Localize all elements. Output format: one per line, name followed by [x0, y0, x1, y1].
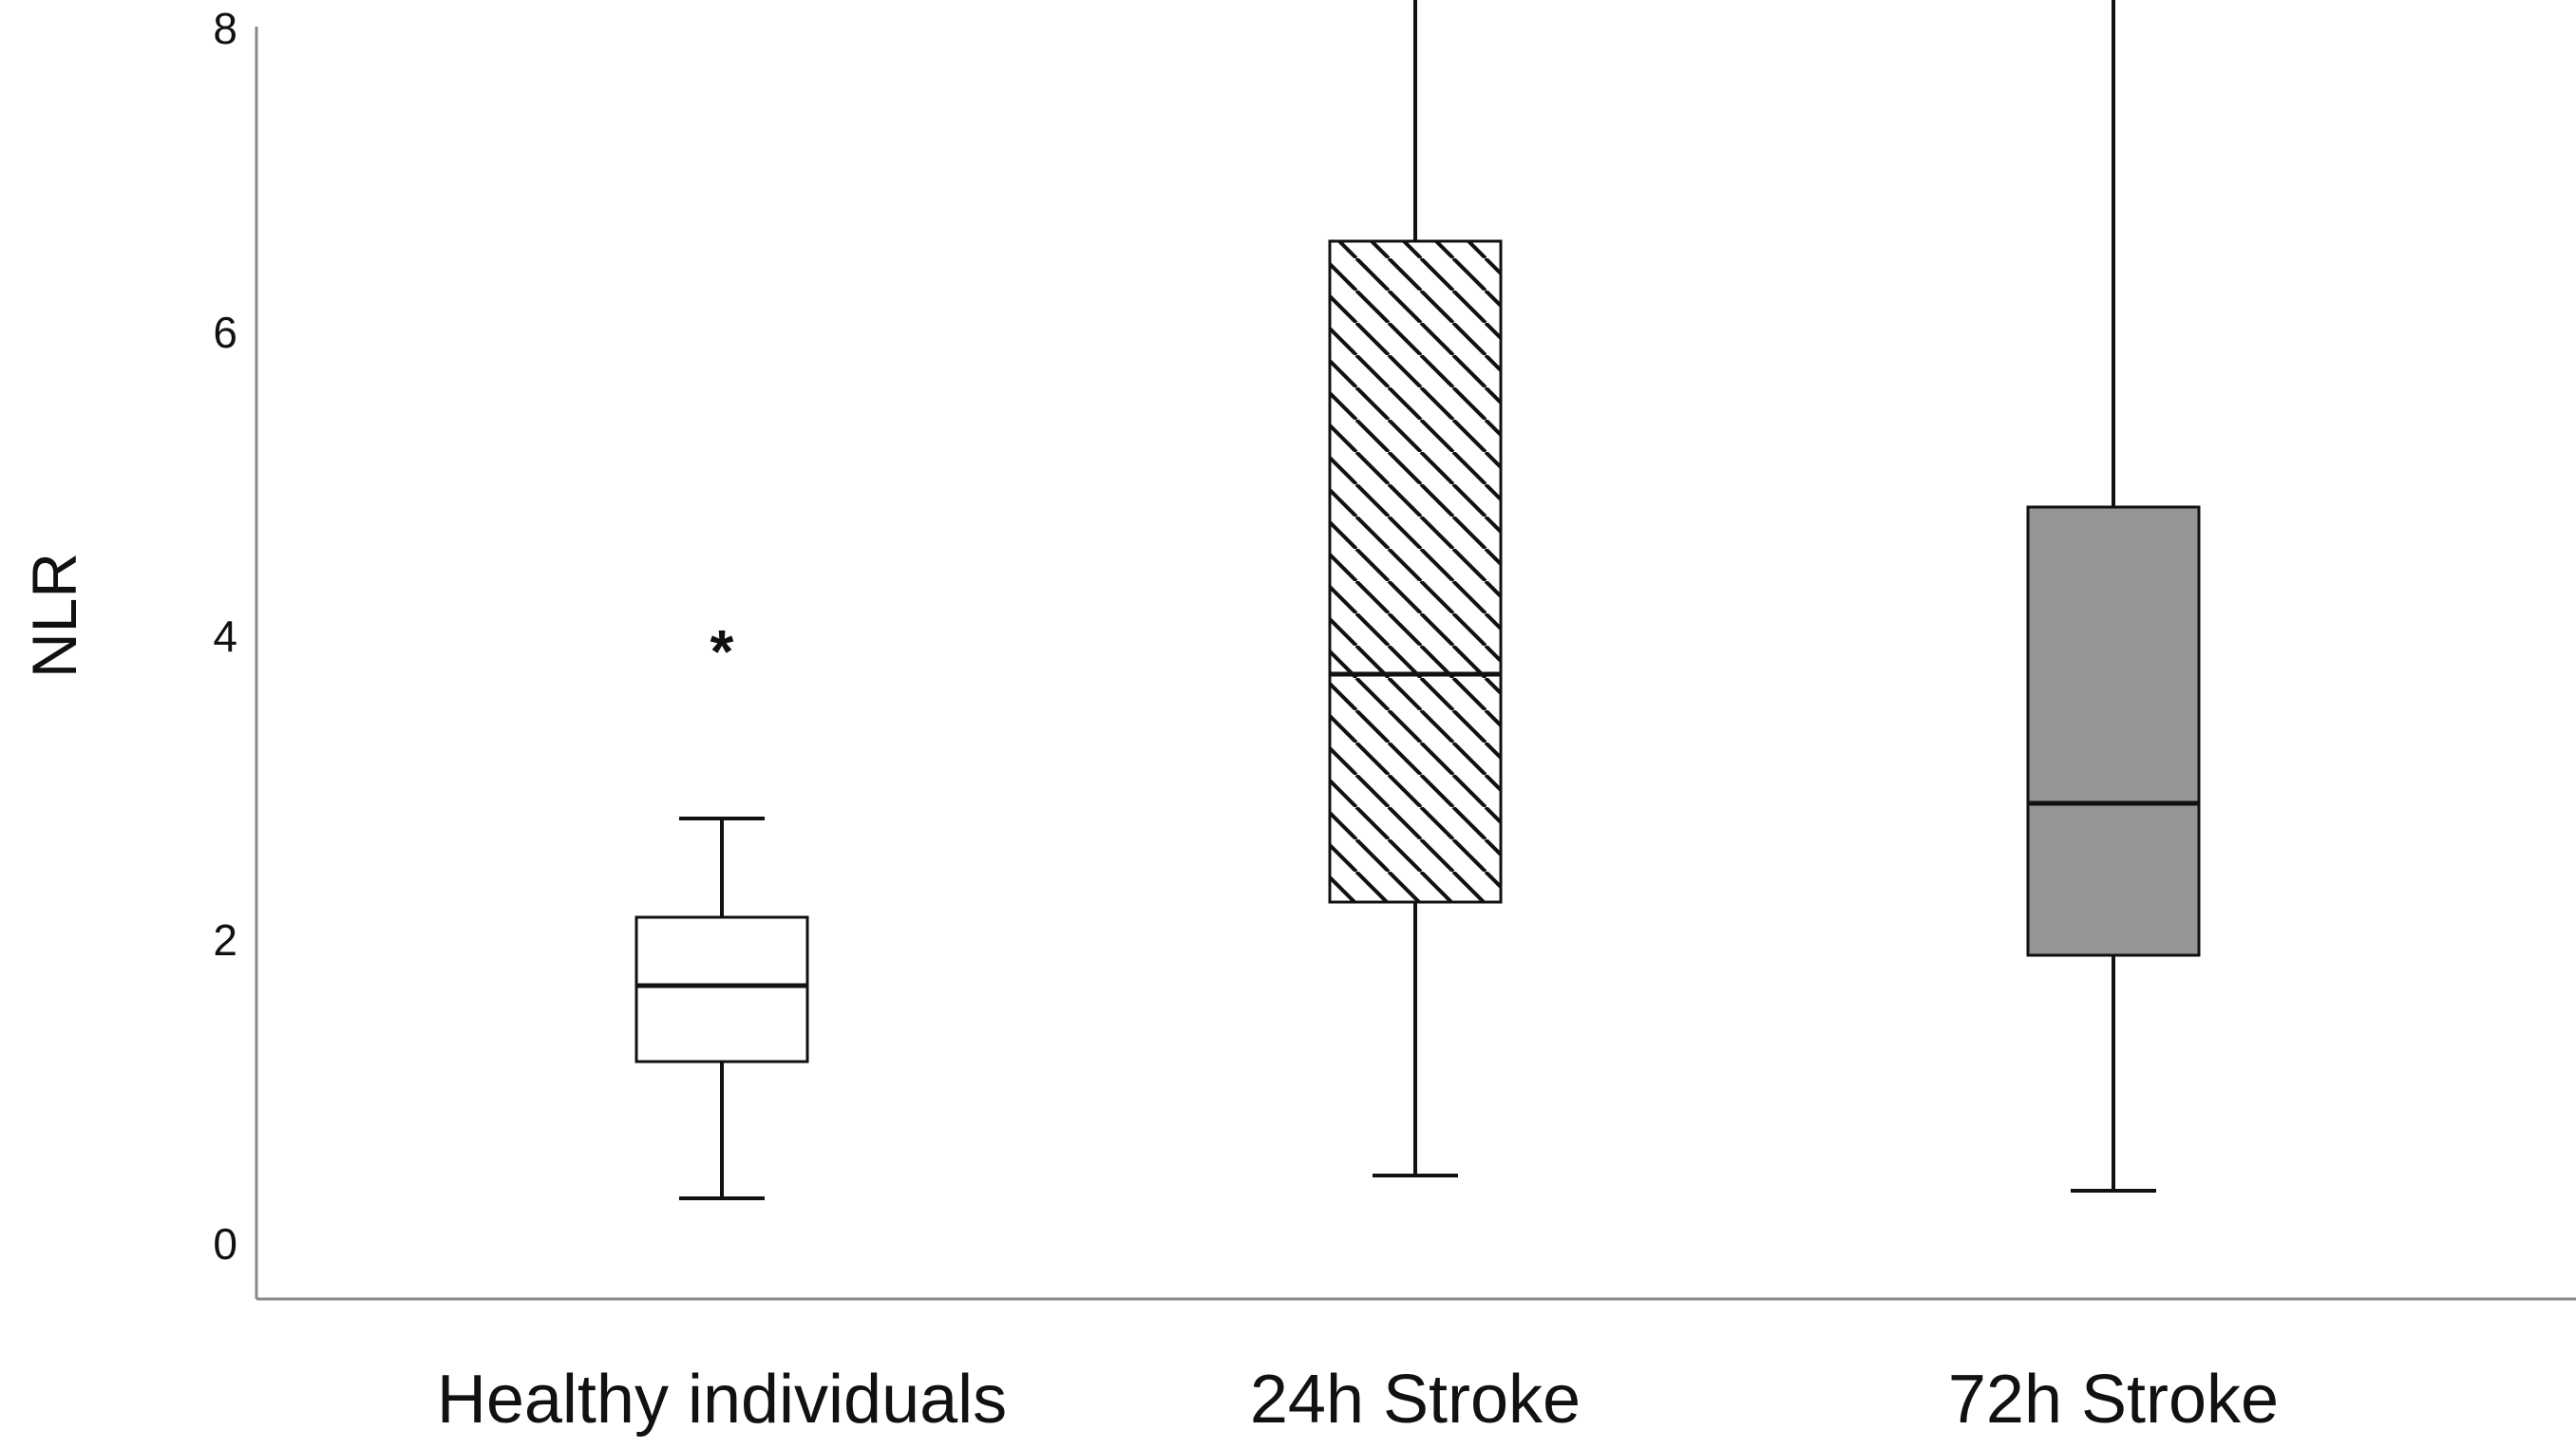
y-tick-label: 4: [213, 612, 237, 661]
y-tick-label: 8: [213, 4, 237, 53]
y-tick-label: 0: [213, 1219, 237, 1269]
outlier-marker: *: [710, 617, 734, 686]
box-group: [2026, 0, 2201, 1193]
iqr-box: [1328, 239, 1503, 904]
iqr-box: [2026, 505, 2201, 957]
y-tick-label: 6: [213, 308, 237, 357]
iqr-box: [635, 915, 809, 1063]
x-category-label: 24h Stroke: [1250, 1362, 1581, 1438]
y-axis-label: NLR: [19, 553, 89, 678]
x-category-label: Healthy individuals: [437, 1362, 1007, 1438]
box-group: [1328, 0, 1503, 1177]
y-tick-label: 2: [213, 915, 237, 965]
x-category-label: 72h Stroke: [1948, 1362, 2279, 1438]
box-group: *: [635, 617, 809, 1200]
